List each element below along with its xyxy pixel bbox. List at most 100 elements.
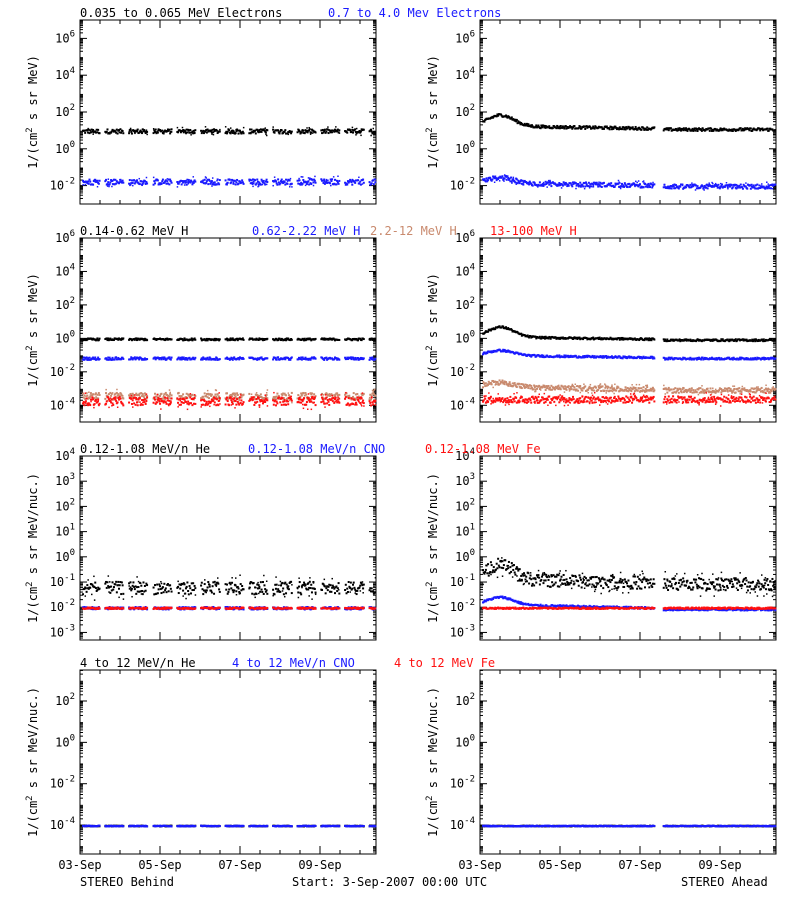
- data-point: [512, 178, 515, 181]
- data-point: [370, 128, 372, 131]
- data-point: [181, 402, 184, 404]
- data-point: [231, 358, 234, 361]
- data-point: [242, 181, 244, 184]
- data-point: [324, 397, 327, 400]
- data-point: [720, 357, 723, 360]
- data-point: [533, 181, 536, 184]
- data-point: [122, 132, 125, 135]
- data-point: [232, 182, 235, 185]
- data-point: [170, 131, 173, 133]
- data-point: [274, 404, 277, 407]
- data-point: [585, 183, 588, 186]
- data-point: [648, 184, 651, 187]
- data-point: [618, 355, 621, 358]
- data-point: [168, 128, 171, 131]
- data-point: [770, 187, 772, 190]
- data-point: [298, 401, 301, 404]
- data-point: [169, 403, 171, 406]
- data-point: [299, 395, 302, 398]
- data-point: [252, 397, 255, 400]
- data-point: [741, 187, 744, 190]
- data-point: [146, 182, 149, 185]
- data-point: [251, 357, 254, 360]
- data-point: [167, 178, 170, 181]
- data-point: [688, 128, 691, 131]
- data-point: [128, 179, 131, 182]
- data-point: [515, 118, 518, 121]
- data-point: [483, 178, 486, 181]
- data-point: [93, 403, 96, 406]
- data-point: [110, 394, 113, 397]
- data-point: [558, 183, 561, 185]
- data-point: [541, 354, 544, 357]
- data-point: [159, 397, 162, 400]
- data-point: [359, 130, 362, 133]
- data-point: [563, 387, 566, 390]
- data-point: [130, 402, 133, 405]
- data-point: [583, 383, 585, 385]
- data-point: [240, 399, 243, 402]
- data-point: [703, 357, 706, 360]
- data-point: [307, 393, 310, 395]
- data-point: [186, 178, 189, 181]
- data-point: [162, 401, 165, 404]
- data-point: [287, 133, 290, 136]
- data-point: [685, 338, 688, 341]
- data-point: [676, 185, 679, 188]
- data-point: [272, 399, 275, 402]
- data-point: [239, 402, 242, 405]
- data-point: [93, 358, 96, 361]
- data-point: [618, 338, 621, 341]
- data-point: [554, 336, 557, 339]
- data-point: [117, 396, 120, 399]
- data-point: [597, 183, 600, 186]
- data-point: [170, 400, 172, 402]
- data-point: [542, 386, 544, 388]
- data-point: [538, 181, 541, 184]
- data-point: [152, 183, 155, 186]
- data-point: [177, 398, 180, 401]
- data-point: [207, 394, 210, 396]
- data-point: [135, 398, 138, 401]
- data-point: [142, 401, 144, 404]
- data-point: [163, 356, 166, 359]
- data-point: [190, 337, 193, 340]
- data-point: [579, 384, 582, 387]
- data-point: [186, 408, 189, 411]
- data-point: [115, 182, 118, 185]
- data-point: [251, 181, 254, 184]
- data-point: [710, 129, 713, 132]
- data-point: [370, 398, 372, 401]
- data-point: [277, 129, 279, 132]
- data-point: [598, 336, 601, 339]
- data-point: [600, 390, 603, 393]
- data-point: [682, 187, 685, 190]
- data-point: [752, 186, 754, 189]
- data-point: [253, 183, 255, 185]
- data-point: [308, 183, 311, 186]
- data-point: [202, 356, 205, 359]
- data-point: [573, 386, 576, 389]
- data-point: [361, 183, 364, 185]
- data-point: [210, 131, 213, 134]
- data-point: [286, 400, 289, 403]
- data-point: [301, 400, 304, 403]
- data-point: [362, 181, 365, 184]
- data-point: [194, 402, 197, 405]
- data-point: [501, 350, 504, 353]
- data-point: [335, 183, 338, 186]
- data-point: [272, 126, 274, 128]
- data-point: [194, 129, 197, 132]
- data-point: [224, 397, 227, 400]
- data-point: [216, 178, 219, 181]
- data-point: [97, 400, 99, 402]
- data-point: [87, 127, 89, 130]
- data-point: [266, 357, 269, 360]
- data-point: [96, 358, 99, 361]
- data-point: [111, 185, 113, 188]
- data-point: [599, 383, 602, 385]
- data-point: [710, 356, 713, 359]
- data-point: [86, 182, 89, 185]
- data-point: [543, 384, 546, 387]
